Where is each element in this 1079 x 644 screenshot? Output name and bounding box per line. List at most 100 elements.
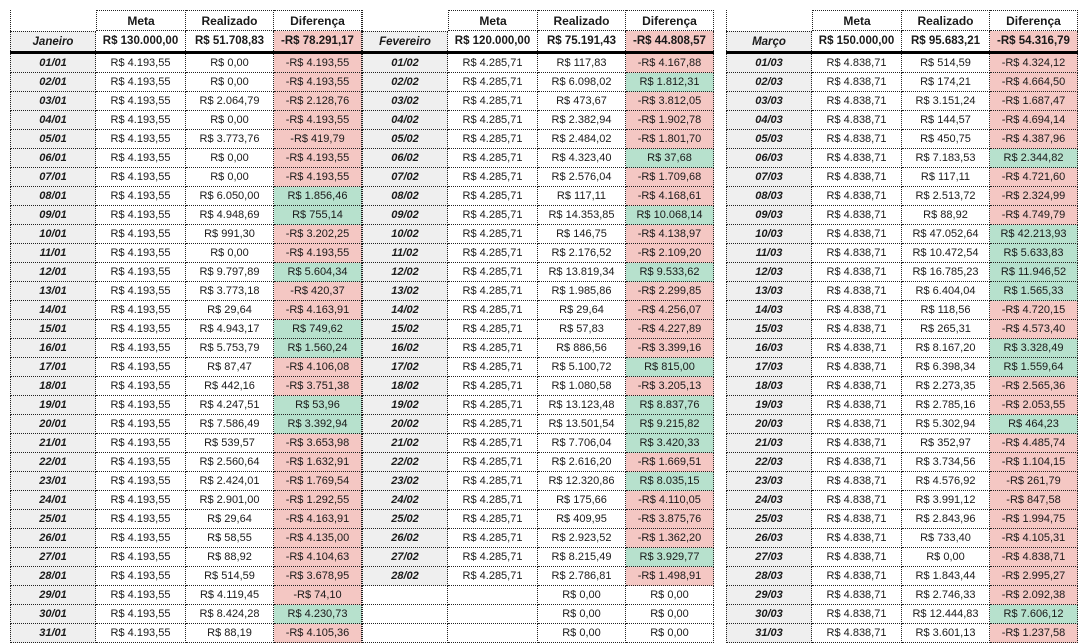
- diferenca-cell[interactable]: -R$ 74,10: [274, 586, 362, 605]
- realizado-cell[interactable]: R$ 117,11: [538, 187, 626, 206]
- diferenca-cell[interactable]: -R$ 4.105,31: [990, 529, 1078, 548]
- date-cell[interactable]: 13/03: [726, 282, 812, 301]
- month-meta-total[interactable]: R$ 120.000,00: [448, 31, 538, 51]
- meta-cell[interactable]: R$ 4.838,71: [812, 548, 902, 567]
- realizado-cell[interactable]: R$ 4.943,17: [186, 320, 274, 339]
- realizado-cell[interactable]: R$ 2.273,35: [902, 377, 990, 396]
- date-cell[interactable]: 20/02: [362, 415, 448, 434]
- meta-cell[interactable]: [448, 605, 538, 624]
- date-cell[interactable]: 21/03: [726, 434, 812, 453]
- date-cell[interactable]: 03/03: [726, 92, 812, 111]
- date-cell[interactable]: 08/03: [726, 187, 812, 206]
- date-cell[interactable]: 16/03: [726, 339, 812, 358]
- meta-cell[interactable]: R$ 4.285,71: [448, 377, 538, 396]
- diferenca-cell[interactable]: R$ 8.035,15: [626, 472, 714, 491]
- date-cell[interactable]: 17/01: [10, 358, 96, 377]
- realizado-cell[interactable]: R$ 514,59: [186, 567, 274, 586]
- realizado-cell[interactable]: R$ 8.424,28: [186, 605, 274, 624]
- meta-cell[interactable]: R$ 4.193,55: [96, 168, 186, 187]
- diferenca-cell[interactable]: -R$ 4.721,60: [990, 168, 1078, 187]
- date-cell[interactable]: 10/01: [10, 225, 96, 244]
- date-cell[interactable]: 25/01: [10, 510, 96, 529]
- diferenca-cell[interactable]: -R$ 4.105,36: [274, 624, 362, 643]
- realizado-cell[interactable]: R$ 442,16: [186, 377, 274, 396]
- diferenca-cell[interactable]: -R$ 2.109,20: [626, 244, 714, 263]
- realizado-cell[interactable]: R$ 3.601,13: [902, 624, 990, 643]
- realizado-cell[interactable]: R$ 3.773,76: [186, 130, 274, 149]
- date-cell[interactable]: 10/02: [362, 225, 448, 244]
- date-cell[interactable]: 21/01: [10, 434, 96, 453]
- diferenca-cell[interactable]: R$ 53,96: [274, 396, 362, 415]
- diferenca-cell[interactable]: R$ 42.213,93: [990, 225, 1078, 244]
- diferenca-cell[interactable]: R$ 0,00: [626, 586, 714, 605]
- diferenca-cell[interactable]: R$ 2.344,82: [990, 149, 1078, 168]
- date-cell[interactable]: 14/01: [10, 301, 96, 320]
- realizado-cell[interactable]: R$ 450,75: [902, 130, 990, 149]
- diferenca-cell[interactable]: -R$ 4.193,55: [274, 111, 362, 130]
- realizado-cell[interactable]: R$ 2.576,04: [538, 168, 626, 187]
- diferenca-cell[interactable]: -R$ 4.167,88: [626, 54, 714, 73]
- meta-cell[interactable]: R$ 4.838,71: [812, 149, 902, 168]
- date-cell[interactable]: 02/03: [726, 73, 812, 92]
- realizado-cell[interactable]: R$ 117,83: [538, 54, 626, 73]
- meta-cell[interactable]: R$ 4.838,71: [812, 92, 902, 111]
- meta-cell[interactable]: R$ 4.285,71: [448, 54, 538, 73]
- diferenca-cell[interactable]: -R$ 4.168,61: [626, 187, 714, 206]
- meta-cell[interactable]: R$ 4.193,55: [96, 605, 186, 624]
- realizado-cell[interactable]: R$ 88,92: [186, 548, 274, 567]
- realizado-cell[interactable]: R$ 6.404,04: [902, 282, 990, 301]
- realizado-cell[interactable]: R$ 175,66: [538, 491, 626, 510]
- date-cell[interactable]: 28/02: [362, 567, 448, 586]
- meta-cell[interactable]: R$ 4.838,71: [812, 168, 902, 187]
- meta-cell[interactable]: R$ 4.193,55: [96, 491, 186, 510]
- diferenca-cell[interactable]: -R$ 2.299,85: [626, 282, 714, 301]
- meta-cell[interactable]: R$ 4.285,71: [448, 472, 538, 491]
- date-cell[interactable]: 12/03: [726, 263, 812, 282]
- realizado-cell[interactable]: R$ 6.398,34: [902, 358, 990, 377]
- diferenca-cell[interactable]: -R$ 420,37: [274, 282, 362, 301]
- meta-cell[interactable]: R$ 4.285,71: [448, 225, 538, 244]
- diferenca-cell[interactable]: -R$ 1.902,78: [626, 111, 714, 130]
- month-diferenca-total[interactable]: -R$ 54.316,79: [990, 31, 1078, 51]
- date-cell[interactable]: 29/03: [726, 586, 812, 605]
- date-cell[interactable]: 24/02: [362, 491, 448, 510]
- month-meta-total[interactable]: R$ 150.000,00: [812, 31, 902, 51]
- meta-cell[interactable]: R$ 4.838,71: [812, 434, 902, 453]
- date-cell[interactable]: 08/01: [10, 187, 96, 206]
- realizado-cell[interactable]: R$ 2.176,52: [538, 244, 626, 263]
- realizado-cell[interactable]: R$ 3.151,24: [902, 92, 990, 111]
- diferenca-cell[interactable]: -R$ 4.104,63: [274, 548, 362, 567]
- date-cell[interactable]: 20/01: [10, 415, 96, 434]
- meta-cell[interactable]: R$ 4.838,71: [812, 453, 902, 472]
- meta-cell[interactable]: R$ 4.285,71: [448, 396, 538, 415]
- date-cell[interactable]: 02/01: [10, 73, 96, 92]
- meta-cell[interactable]: R$ 4.838,71: [812, 510, 902, 529]
- realizado-cell[interactable]: R$ 4.576,92: [902, 472, 990, 491]
- diferenca-cell[interactable]: -R$ 4.193,55: [274, 54, 362, 73]
- meta-cell[interactable]: R$ 4.285,71: [448, 434, 538, 453]
- date-cell[interactable]: 25/03: [726, 510, 812, 529]
- realizado-column-header[interactable]: Realizado: [186, 10, 274, 31]
- diferenca-cell[interactable]: -R$ 2.324,99: [990, 187, 1078, 206]
- diferenca-cell[interactable]: -R$ 4.573,40: [990, 320, 1078, 339]
- realizado-cell[interactable]: R$ 3.773,18: [186, 282, 274, 301]
- meta-cell[interactable]: R$ 4.193,55: [96, 510, 186, 529]
- realizado-column-header[interactable]: Realizado: [538, 10, 626, 31]
- diferenca-cell[interactable]: -R$ 4.110,05: [626, 491, 714, 510]
- meta-cell[interactable]: R$ 4.285,71: [448, 168, 538, 187]
- realizado-cell[interactable]: R$ 13.123,48: [538, 396, 626, 415]
- realizado-cell[interactable]: R$ 473,67: [538, 92, 626, 111]
- diferenca-cell[interactable]: -R$ 4.485,74: [990, 434, 1078, 453]
- diferenca-cell[interactable]: -R$ 2.128,76: [274, 92, 362, 111]
- realizado-cell[interactable]: R$ 0,00: [538, 586, 626, 605]
- month-label[interactable]: Fevereiro: [362, 31, 448, 51]
- meta-cell[interactable]: R$ 4.285,71: [448, 92, 538, 111]
- diferenca-cell[interactable]: R$ 8.837,76: [626, 396, 714, 415]
- date-cell[interactable]: 22/03: [726, 453, 812, 472]
- meta-cell[interactable]: R$ 4.838,71: [812, 396, 902, 415]
- realizado-cell[interactable]: R$ 2.901,00: [186, 491, 274, 510]
- diferenca-cell[interactable]: -R$ 1.687,47: [990, 92, 1078, 111]
- realizado-cell[interactable]: R$ 1.080,58: [538, 377, 626, 396]
- date-cell[interactable]: 23/03: [726, 472, 812, 491]
- diferenca-cell[interactable]: -R$ 1.104,15: [990, 453, 1078, 472]
